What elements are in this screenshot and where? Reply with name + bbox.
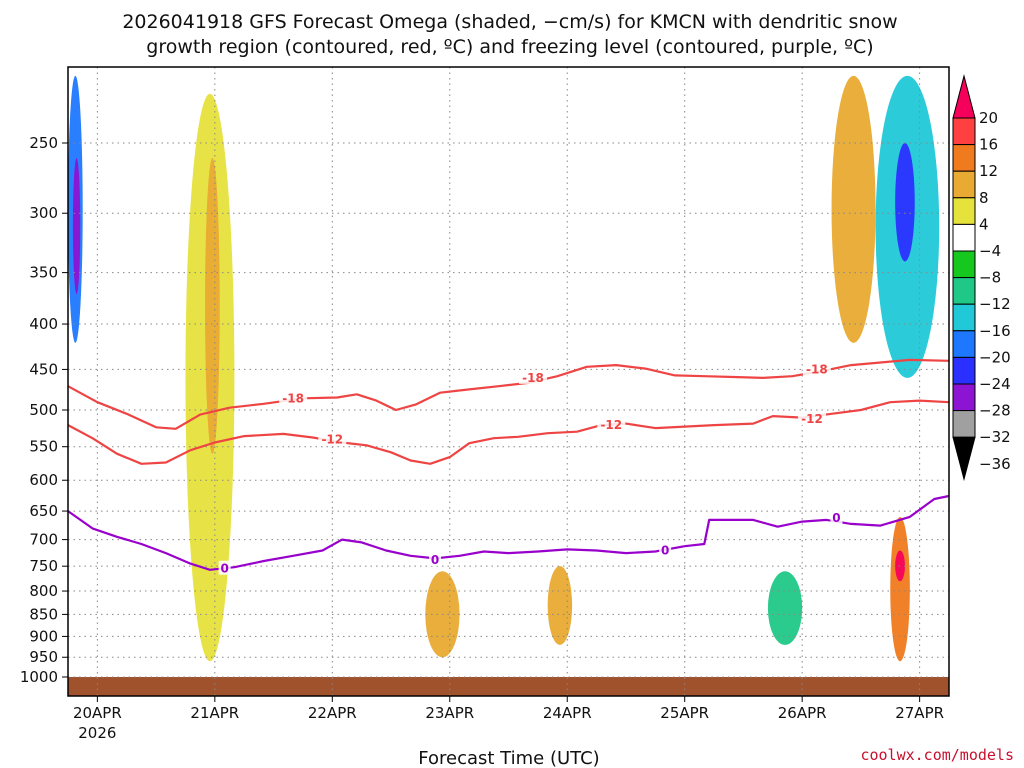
colorbar-label-5: −4: [979, 242, 1001, 260]
colorbar-swatch-10: [952, 356, 976, 385]
y-tick-label-1000: 1000: [20, 668, 58, 686]
x-tick-label-20APR: 20APR: [73, 704, 122, 722]
y-tick-label-450: 450: [29, 360, 58, 378]
colorbar-label-2: 12: [979, 162, 998, 180]
colorbar-swatch-6: [952, 250, 976, 279]
omega-shading: [68, 75, 940, 662]
y-tick-label-350: 350: [29, 264, 58, 282]
x-axis-label: Forecast Time (UTC): [418, 748, 599, 768]
contour-label--18-1: -18: [522, 371, 544, 385]
contour-label-bg--12-0: [318, 431, 347, 446]
y-tick-label-900: 900: [29, 627, 58, 645]
plot-frame: [67, 66, 950, 697]
colorbar-label-4: 4: [979, 215, 989, 233]
x-tick-label-26APR: 26APR: [778, 704, 827, 722]
contour-label-bg-0-1: [429, 551, 442, 566]
contour-label-bg-0-3: [830, 510, 843, 525]
colorbar-label-1: 16: [979, 136, 998, 154]
y-tick-label-700: 700: [29, 531, 58, 549]
colorbar-label-9: −20: [979, 348, 1011, 366]
colorbar-swatch-4: [952, 197, 976, 225]
colorbar-swatch-5: [952, 223, 976, 252]
colorbar: 20 16 12 8 4 −4 −8 −12 −16 −20 −24 −28 −32 −36: [952, 74, 1011, 482]
x-tick-label-22APR: 22APR: [308, 704, 357, 722]
colorbar-swatch-2: [952, 144, 976, 172]
shade-strong-sink-core-27apr: [895, 143, 915, 262]
shade-rise-27apr-low: [890, 516, 910, 662]
y-tick-label-550: 550: [29, 438, 58, 456]
contour-label-0-2: 0: [661, 543, 669, 557]
contour-label-bg--12-2: [797, 411, 826, 426]
title-line-2: growth region (contoured, red, ºC) and f…: [146, 36, 873, 58]
y-axis-ticks: 250 300 350 400 450 500 550 600 650 700 750 800 850 9…: [20, 134, 68, 686]
colorbar-label-11: −28: [979, 402, 1011, 420]
colorbar-swatch-9: [952, 330, 976, 358]
contour-label-0-0: 0: [220, 562, 228, 576]
colorbar-label-3: 8: [979, 189, 989, 207]
colorbar-label-12: −32: [979, 428, 1011, 446]
x-tick-label-23APR: 23APR: [425, 704, 474, 722]
colorbar-label-7: −12: [979, 295, 1011, 313]
y-tick-label-950: 950: [29, 648, 58, 666]
y-tick-label-650: 650: [29, 502, 58, 520]
title-line-1: 2026041918 GFS Forecast Omega (shaded, −…: [122, 11, 897, 33]
shade-sink-26apr-low: [767, 571, 803, 645]
colorbar-swatch-11: [952, 383, 976, 412]
y-tick-label-400: 400: [29, 315, 58, 333]
colorbar-swatch-3: [952, 170, 976, 199]
y-tick-label-500: 500: [29, 401, 58, 419]
ground-surface: [68, 677, 949, 696]
contour-label--18-2: -18: [806, 362, 828, 376]
x-tick-label-25APR: 25APR: [660, 704, 709, 722]
contour-label--12-1: -12: [600, 418, 622, 432]
contour-label-bg--18-2: [802, 361, 831, 376]
contour-label-bg--12-1: [597, 417, 626, 432]
x-axis-ticks: 20APR 2026 21APR 22APR 23APR 24APR 25APR 26APR 2…: [73, 696, 944, 742]
x-tick-sublabel-20APR: 2026: [78, 724, 116, 742]
y-tick-label-850: 850: [29, 605, 58, 623]
colorbar-label-13: −36: [979, 455, 1011, 473]
grid-lines: [68, 67, 949, 696]
x-tick-label-24APR: 24APR: [543, 704, 592, 722]
contour-label--12-0: -12: [321, 433, 343, 447]
colorbar-swatch-12: [952, 410, 976, 438]
shade-early-sinking-core: [72, 158, 81, 295]
contour-line--12: [67, 399, 950, 465]
x-tick-label-21APR: 21APR: [190, 704, 239, 722]
shade-low-level-rise-24apr: [547, 566, 573, 645]
y-tick-label-250: 250: [29, 134, 58, 152]
shade-rising-core-21apr: [205, 158, 220, 454]
contour-label-0-3: 0: [832, 511, 840, 525]
credit-text: coolwx.com/models: [860, 746, 1014, 764]
colorbar-swatch-7: [952, 277, 976, 305]
colorbar-arrow-bottom: [952, 436, 976, 482]
contour-label--12-2: -12: [801, 412, 823, 426]
colorbar-swatch-8: [952, 303, 976, 332]
x-tick-label-27APR: 27APR: [895, 704, 944, 722]
shade-rise-27apr-core: [895, 550, 905, 582]
contour-label-bg-0-2: [659, 542, 672, 557]
contour-label-bg--18-1: [518, 369, 547, 384]
colorbar-label-0: 20: [979, 109, 998, 127]
contour-line-0: [67, 494, 950, 571]
y-tick-label-800: 800: [29, 582, 58, 600]
colorbar-label-6: −8: [979, 269, 1001, 287]
y-tick-label-600: 600: [29, 471, 58, 489]
contour-label-bg-0-0: [218, 560, 231, 575]
colorbar-label-8: −16: [979, 322, 1011, 340]
contour-line--18: [67, 358, 950, 430]
y-tick-label-750: 750: [29, 557, 58, 575]
colorbar-label-10: −24: [979, 375, 1011, 393]
y-tick-label-300: 300: [29, 204, 58, 222]
shade-upper-rise-26apr: [831, 75, 876, 343]
contour-label--18-0: -18: [282, 391, 304, 405]
colorbar-swatch-1: [952, 117, 976, 146]
contour-label-bg--18-0: [279, 390, 308, 405]
contour-label-0-1: 0: [431, 553, 439, 567]
temperature-contours: -18 -18 -18 -12 -12 -12 0 0 0 0: [67, 358, 950, 576]
